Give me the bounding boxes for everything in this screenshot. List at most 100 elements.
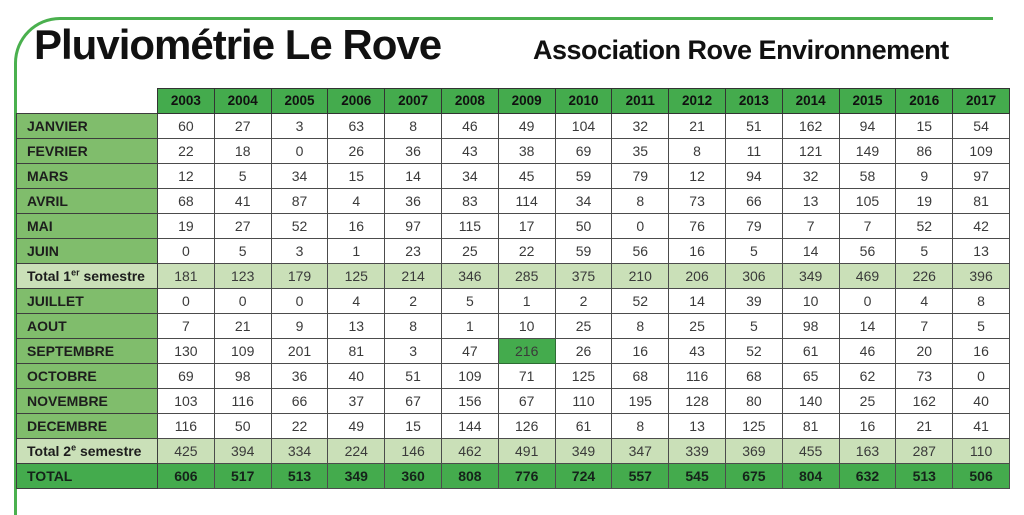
value-cell: 128 — [668, 388, 726, 414]
value-cell: 25 — [668, 313, 726, 339]
value-cell: 59 — [554, 163, 613, 189]
rainfall-table: 2003 2004 2005 2006 2007 2008 2009 2010 2011 2012… — [16, 88, 1010, 489]
value-cell: 8 — [611, 413, 670, 439]
value-cell: 226 — [895, 263, 954, 289]
page-title: Pluviométrie Le Rove — [34, 21, 442, 68]
value-cell: 36 — [270, 363, 329, 389]
value-cell: 32 — [611, 113, 670, 139]
value-cell: 66 — [270, 388, 329, 414]
value-cell: 0 — [157, 288, 215, 314]
value-cell: 16 — [952, 338, 1010, 364]
value-cell: 54 — [952, 113, 1010, 139]
value-cell: 375 — [554, 263, 613, 289]
value-cell: 8 — [611, 313, 670, 339]
value-cell: 51 — [384, 363, 442, 389]
value-cell: 632 — [838, 463, 897, 489]
value-cell: 0 — [157, 238, 215, 264]
year-column-header: 2004 — [213, 88, 272, 114]
value-cell: 216 — [497, 338, 556, 364]
row-label: SEPTEMBRE — [16, 338, 158, 364]
value-cell: 10 — [497, 313, 556, 339]
corner-empty-cell — [16, 88, 158, 114]
row-label: DECEMBRE — [16, 413, 158, 439]
value-cell: 94 — [724, 163, 783, 189]
value-cell: 56 — [838, 238, 897, 264]
value-cell: 66 — [724, 188, 783, 214]
value-cell: 8 — [611, 188, 670, 214]
value-cell: 455 — [781, 438, 840, 464]
value-cell: 181 — [157, 263, 215, 289]
value-cell: 86 — [895, 138, 954, 164]
value-cell: 21 — [668, 113, 726, 139]
value-cell: 67 — [384, 388, 442, 414]
row-label: MARS — [16, 163, 158, 189]
value-cell: 0 — [952, 363, 1010, 389]
value-cell: 17 — [497, 213, 556, 239]
value-cell: 394 — [213, 438, 272, 464]
value-cell: 16 — [668, 238, 726, 264]
value-cell: 146 — [384, 438, 442, 464]
table-row: Total 2e semestre 425 394 334 224 146 462 491 34… — [16, 438, 1010, 464]
value-cell: 13 — [781, 188, 840, 214]
value-cell: 285 — [497, 263, 556, 289]
value-cell: 50 — [213, 413, 272, 439]
value-cell: 8 — [384, 313, 442, 339]
value-cell: 116 — [213, 388, 272, 414]
value-cell: 462 — [440, 438, 499, 464]
value-cell: 12 — [157, 163, 215, 189]
value-cell: 163 — [838, 438, 897, 464]
value-cell: 94 — [838, 113, 897, 139]
value-cell: 62 — [838, 363, 897, 389]
value-cell: 15 — [384, 413, 442, 439]
table-row: AVRIL 68 41 87 4 36 83 114 34 8 73 66 13 105 19 81 — [16, 188, 1010, 214]
year-column-header: 2017 — [952, 88, 1010, 114]
table-row: TOTAL 606 517 513 349 360 808 776 724 557 545 675 80… — [16, 463, 1010, 489]
value-cell: 58 — [838, 163, 897, 189]
value-cell: 61 — [781, 338, 840, 364]
year-column-header: 2016 — [895, 88, 954, 114]
value-cell: 98 — [781, 313, 840, 339]
value-cell: 8 — [952, 288, 1010, 314]
value-cell: 13 — [668, 413, 726, 439]
value-cell: 1 — [440, 313, 499, 339]
value-cell: 5 — [213, 238, 272, 264]
value-cell: 36 — [384, 138, 442, 164]
table-header: 2003 2004 2005 2006 2007 2008 2009 2010 2011 2012… — [16, 88, 1010, 114]
value-cell: 116 — [668, 363, 726, 389]
value-cell: 65 — [781, 363, 840, 389]
value-cell: 201 — [270, 338, 329, 364]
value-cell: 12 — [668, 163, 726, 189]
value-cell: 1 — [497, 288, 556, 314]
value-cell: 81 — [952, 188, 1010, 214]
value-cell: 123 — [213, 263, 272, 289]
table-row: JUILLET 0 0 0 4 2 5 1 2 52 14 39 10 0 4 8 — [16, 288, 1010, 314]
value-cell: 125 — [327, 263, 386, 289]
value-cell: 34 — [270, 163, 329, 189]
value-cell: 5 — [440, 288, 499, 314]
value-cell: 68 — [157, 188, 215, 214]
value-cell: 606 — [157, 463, 215, 489]
value-cell: 19 — [895, 188, 954, 214]
value-cell: 49 — [497, 113, 556, 139]
value-cell: 557 — [611, 463, 670, 489]
value-cell: 52 — [611, 288, 670, 314]
value-cell: 79 — [724, 213, 783, 239]
value-cell: 114 — [497, 188, 556, 214]
value-cell: 71 — [497, 363, 556, 389]
row-label: JUIN — [16, 238, 158, 264]
value-cell: 0 — [213, 288, 272, 314]
value-cell: 25 — [838, 388, 897, 414]
year-column-header: 2015 — [838, 88, 897, 114]
value-cell: 149 — [838, 138, 897, 164]
value-cell: 109 — [440, 363, 499, 389]
value-cell: 4 — [895, 288, 954, 314]
value-cell: 109 — [213, 338, 272, 364]
value-cell: 8 — [668, 138, 726, 164]
value-cell: 195 — [611, 388, 670, 414]
table-body: JANVIER 60 27 3 63 8 46 49 104 32 21 51 162 94 15 54 FEV… — [16, 113, 1010, 489]
row-label: Total 2e semestre — [16, 438, 158, 464]
row-label: MAI — [16, 213, 158, 239]
value-cell: 360 — [384, 463, 442, 489]
value-cell: 76 — [668, 213, 726, 239]
value-cell: 13 — [327, 313, 386, 339]
